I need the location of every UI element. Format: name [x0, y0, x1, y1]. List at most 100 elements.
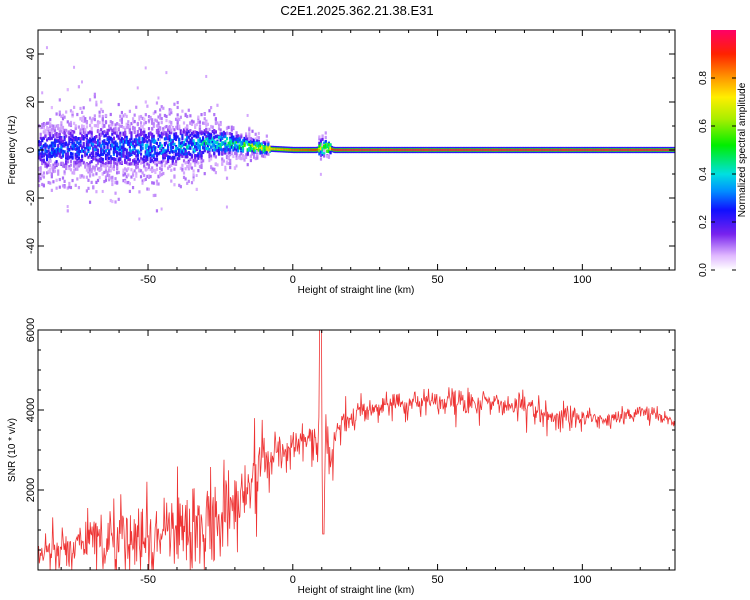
heatmap-cell: [87, 168, 90, 172]
heatmap-cell: [92, 185, 95, 189]
heatmap-cell: [160, 131, 163, 135]
heatmap-cell: [63, 115, 66, 119]
heatmap-cell: [173, 175, 176, 179]
heatmap-cell: [61, 113, 65, 117]
heatmap-cell: [444, 149, 446, 151]
heatmap-cell: [189, 146, 192, 150]
heatmap-cell: [122, 154, 125, 158]
heatmap-cell: [125, 137, 128, 141]
heatmap-cell: [151, 120, 154, 124]
heatmap-cell: [243, 137, 246, 141]
heatmap-cell: [65, 154, 68, 158]
heatmap-cell: [203, 121, 206, 125]
heatmap-cell: [141, 179, 144, 183]
heatmap-cell: [197, 131, 200, 135]
heatmap-cell: [577, 149, 580, 151]
heatmap-cell: [41, 139, 44, 143]
heatmap-cell: [73, 164, 76, 168]
heatmap-cell: [240, 140, 243, 145]
heatmap-cell: [92, 139, 95, 143]
heatmap-cell: [209, 133, 213, 138]
heatmap-cell: [417, 149, 419, 151]
heatmap-cell: [127, 167, 130, 171]
heatmap-cell: [590, 149, 593, 151]
heatmap-cell: [85, 175, 88, 179]
heatmap-cell: [131, 125, 135, 130]
heatmap-cell: [80, 137, 84, 141]
heatmap-cell: [74, 143, 77, 148]
heatmap-cell: [203, 142, 206, 146]
heatmap-cell: [186, 135, 189, 140]
heatmap-cell: [144, 150, 147, 154]
heatmap-cell: [329, 143, 332, 147]
heatmap-cell: [57, 127, 60, 131]
heatmap-cell: [345, 149, 348, 151]
heatmap-cell: [186, 165, 189, 169]
heatmap-cell: [128, 145, 131, 149]
heatmap-cell: [436, 149, 439, 151]
heatmap-cell: [55, 112, 58, 116]
heatmap-cell: [620, 149, 623, 151]
heatmap-cell: [49, 144, 52, 148]
heatmap-cell: [147, 132, 151, 136]
heatmap-cell: [178, 127, 181, 131]
heatmap-cell: [41, 125, 44, 129]
heatmap-cell: [92, 137, 95, 141]
heatmap-cell: [49, 134, 52, 138]
heatmap-cell: [197, 143, 200, 148]
heatmap-cell: [82, 175, 85, 179]
heatmap-cell: [399, 149, 402, 151]
heatmap-cell: [69, 122, 73, 126]
heatmap-cell: [418, 149, 421, 151]
heatmap-cell: [174, 117, 178, 121]
heatmap-cell: [646, 149, 649, 151]
heatmap-cell: [123, 132, 127, 136]
heatmap-cell: [229, 142, 232, 146]
heatmap-cell: [130, 175, 133, 179]
heatmap-cell: [41, 147, 44, 151]
heatmap-cell: [88, 161, 92, 165]
heatmap-cell: [335, 149, 338, 151]
heatmap-cell: [130, 168, 133, 172]
heatmap-cell: [106, 128, 109, 133]
heatmap-cell: [103, 124, 106, 128]
heatmap-cell: [135, 149, 138, 153]
heatmap-cell: [165, 153, 168, 157]
heatmap-cell: [63, 179, 66, 183]
heatmap-cell: [184, 155, 187, 159]
heatmap-cell: [265, 151, 268, 155]
heatmap-cell: [127, 154, 130, 158]
heatmap-cell: [112, 130, 116, 135]
heatmap-cell: [95, 151, 98, 155]
heatmap-cell: [225, 154, 229, 159]
heatmap-cell: [125, 114, 128, 118]
heatmap-cell: [326, 144, 329, 149]
heatmap-cell: [69, 163, 73, 167]
heatmap-cell: [61, 139, 65, 143]
heatmap-cell: [229, 132, 232, 136]
heatmap-cell: [92, 142, 95, 147]
heatmap-cell: [182, 128, 186, 132]
heatmap-cell: [69, 159, 73, 163]
heatmap-cell: [323, 154, 326, 158]
heatmap-cell: [69, 151, 73, 156]
heatmap-cell: [238, 156, 241, 160]
heatmap-cell: [420, 149, 423, 151]
heatmap-cell: [41, 182, 44, 187]
heatmap-cell: [157, 133, 160, 137]
heatmap-cell: [109, 176, 112, 180]
heatmap-cell: [184, 150, 187, 154]
heatmap-cell: [42, 171, 45, 175]
heatmap-cell: [651, 149, 654, 151]
heatmap-cell: [52, 144, 55, 148]
heatmap-cell: [58, 138, 61, 142]
heatmap-cell: [636, 149, 639, 151]
heatmap-cell: [208, 132, 211, 136]
heatmap-cell: [112, 167, 116, 172]
heatmap-cell: [149, 142, 152, 147]
heatmap-cell: [38, 149, 41, 153]
heatmap-cell: [66, 186, 69, 190]
heatmap-cell: [39, 158, 42, 162]
heatmap-cell: [257, 136, 260, 140]
heatmap-cell: [166, 128, 170, 132]
